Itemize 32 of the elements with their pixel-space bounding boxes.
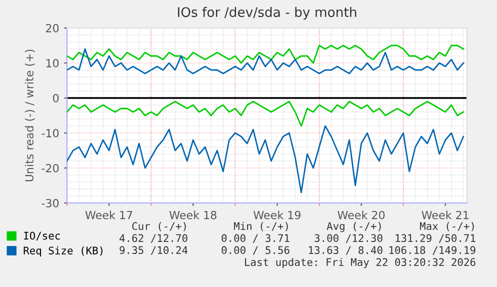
line-series [67,125,464,194]
text: Min (-/+) [234,222,288,232]
x-tick-label: Week 20 [338,210,385,220]
y-tick-label: -10 [42,128,59,138]
line-series [67,100,464,127]
y-tick-label: -30 [42,198,59,208]
text: 0.00 / 3.71 [222,234,290,243]
legend-label: Req Size (KB) [24,246,102,257]
line-series [67,48,464,74]
x-tick-label: Week 18 [169,210,216,220]
text: Cur (-/+) [132,222,186,232]
y-tick-label: -20 [42,164,59,172]
text: 13.63 / 8.40 [309,246,382,255]
text: 9.35 /10.24 [120,246,188,255]
y-tick-label: 0 [53,94,59,102]
line-series [67,44,464,64]
text: Max (-/+) [420,222,474,232]
legend-label: IO/sec [24,232,60,240]
x-tick-label: Week 19 [254,210,300,220]
text: 3.00 /12.30 [314,234,382,243]
x-tick-label: Week 17 [85,210,132,220]
chart-title: IOs for /dev/sda - by month [178,6,356,20]
text: 131.29 /50.71 [396,234,476,243]
y-tick-label: 10 [46,58,59,68]
y-tick-label: 20 [46,24,59,32]
text: 4.62 /12.70 [120,234,188,243]
text: Avg (-/+) [326,222,381,232]
text: Last update: Fri May 22 03:20:32 2026 [245,258,476,268]
y-axis-title: Units read (-) / write (+) [24,50,35,182]
text: 106.18 /149.19 [389,246,476,255]
x-tick-label: Week 21 [422,210,468,220]
text: 0.00 / 5.56 [222,246,290,255]
